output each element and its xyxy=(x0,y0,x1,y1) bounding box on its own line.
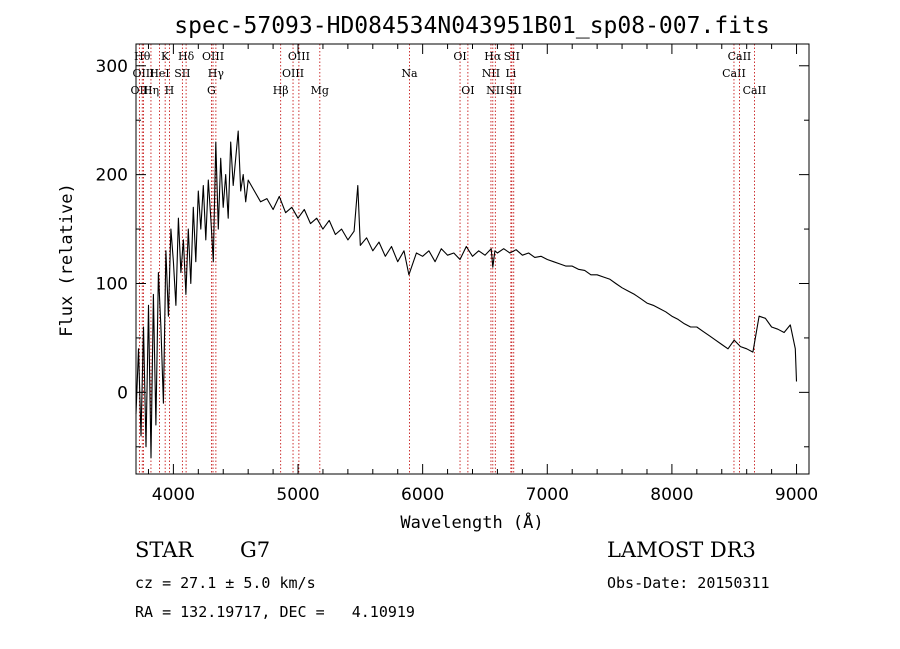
x-tick-label-1: 5000 xyxy=(276,485,319,505)
line-label-14: OIII xyxy=(288,50,310,63)
line-label-16: Na xyxy=(401,67,418,80)
line-label-18: OI xyxy=(461,84,474,97)
line-label-27: CaII xyxy=(743,84,767,97)
y-tick-label-1: 100 xyxy=(96,274,128,294)
y-axis-label: Flux (relative) xyxy=(57,183,77,337)
x-tick-label-2: 6000 xyxy=(401,485,444,505)
series-flux xyxy=(135,130,798,459)
line-label-7: SII xyxy=(174,67,190,80)
x-axis-label: Wavelength (Å) xyxy=(400,511,543,533)
line-label-6: H xyxy=(165,84,175,97)
line-label-12: Hβ xyxy=(273,84,289,97)
object-subclass: G7 xyxy=(240,538,271,562)
x-tick-label-5: 9000 xyxy=(775,485,818,505)
line-label-1: Hθ xyxy=(134,50,151,63)
coordinates-text: RA = 132.19717, DEC = 4.10919 xyxy=(135,603,415,621)
x-tick-label-4: 8000 xyxy=(650,485,693,505)
y-tick-label-0: 0 xyxy=(117,383,128,403)
line-label-22: Li xyxy=(505,67,516,80)
line-label-3: Hη xyxy=(143,84,159,97)
line-label-23: SII xyxy=(504,50,520,63)
redshift-text: cz = 27.1 ± 5.0 km/s xyxy=(135,574,316,592)
x-tick-label-3: 7000 xyxy=(526,485,569,505)
y-tick-label-3: 300 xyxy=(96,57,128,77)
line-label-24: SII xyxy=(506,84,522,97)
line-label-13: OIII xyxy=(282,67,304,80)
x-axis: 4000 5000 6000 7000 8000 9000 xyxy=(147,44,818,505)
line-label-20: Hα xyxy=(484,50,502,63)
line-label-9: OIII xyxy=(202,50,224,63)
line-label-5: K xyxy=(161,50,170,63)
flux-series xyxy=(135,130,798,459)
line-label-11: Hγ xyxy=(208,67,225,80)
line-label-21: NII xyxy=(486,84,504,97)
x-tick-label-0: 4000 xyxy=(152,485,195,505)
line-label-10: G xyxy=(207,84,216,97)
survey-name: LAMOST DR3 xyxy=(607,538,756,562)
line-label-25: CaII xyxy=(722,67,746,80)
y-axis: 0 100 200 300 xyxy=(96,57,809,448)
line-label-26: CaII xyxy=(728,50,752,63)
y-tick-label-2: 200 xyxy=(96,166,128,186)
plot-frame xyxy=(135,43,810,475)
chart-title: spec-57093-HD084534N043951B01_sp08-007.f… xyxy=(174,13,769,39)
line-label-19: NII xyxy=(482,67,500,80)
line-label-15: Mg xyxy=(311,84,329,97)
line-label-17: OI xyxy=(453,50,466,63)
line-label-8: Hδ xyxy=(178,50,195,63)
line-label-4: HeI xyxy=(149,67,169,80)
object-class: STAR xyxy=(135,538,194,562)
line-label-2: OIII xyxy=(132,67,154,80)
obs-date-text: Obs-Date: 20150311 xyxy=(607,574,770,592)
